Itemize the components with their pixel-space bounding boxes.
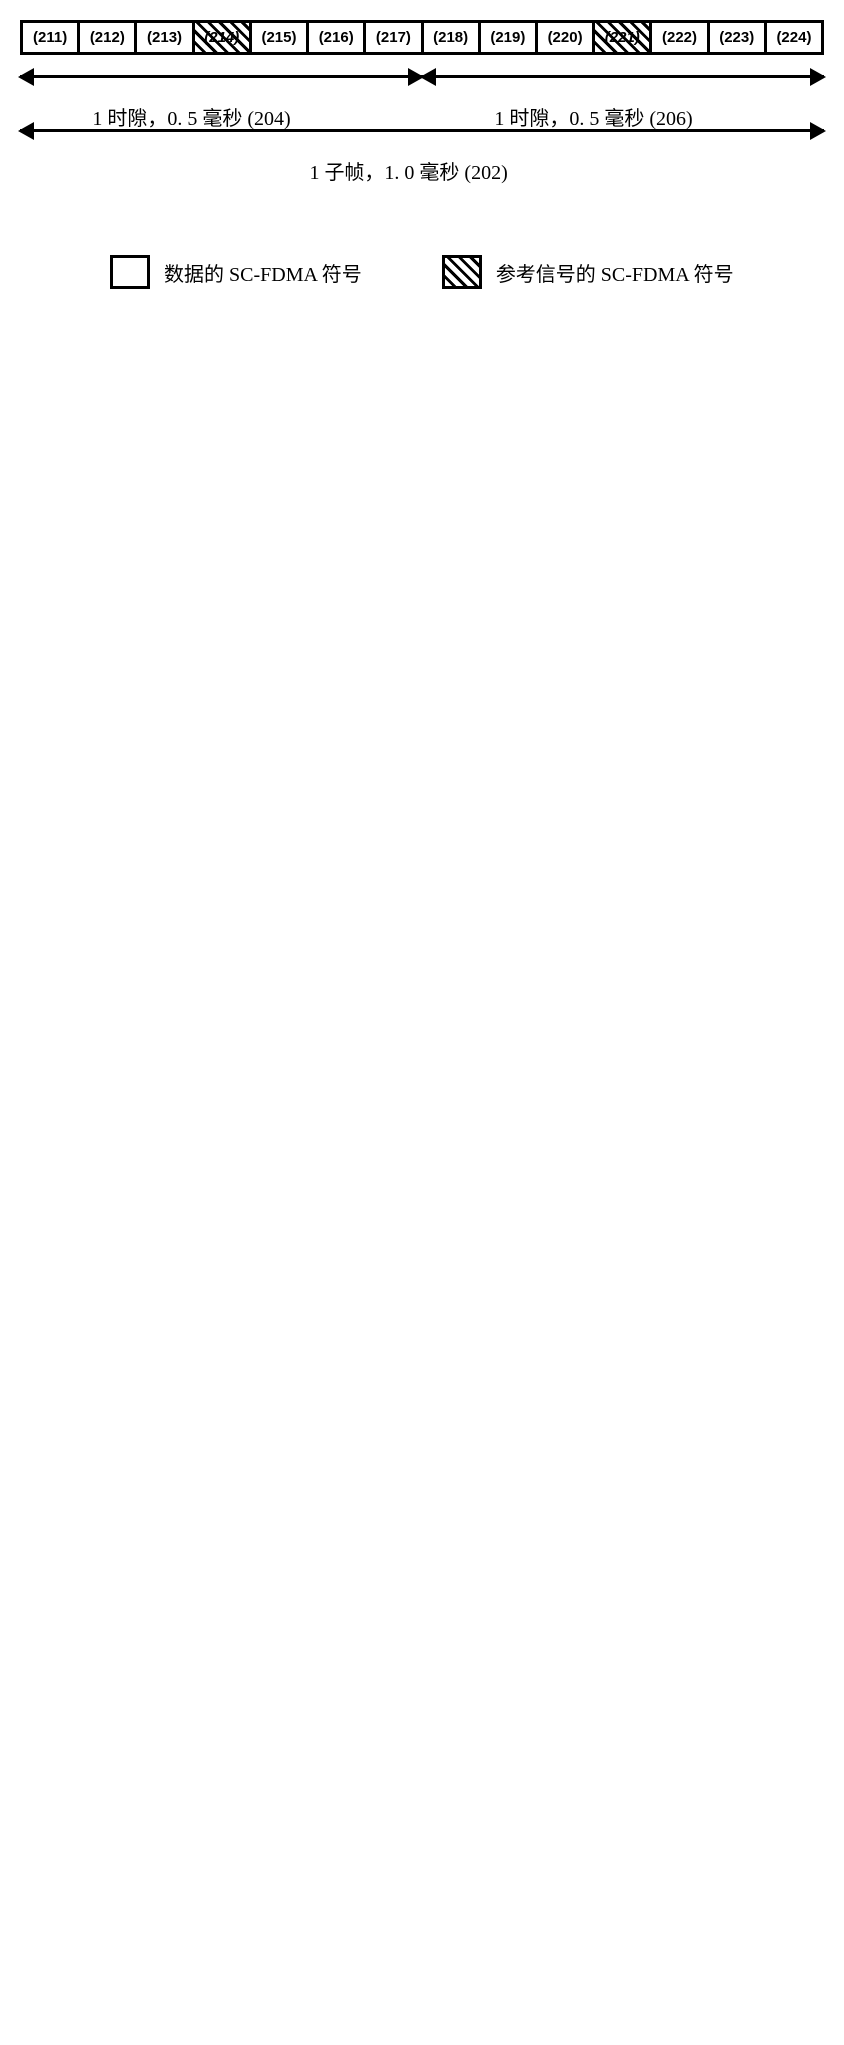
symbol-7: (217)	[366, 23, 423, 52]
symbol-row: (211) (212) (213) (214) (215) (216) (217) (218)…	[20, 20, 824, 55]
symbol-label: (212)	[90, 29, 125, 46]
symbol-3: (213)	[137, 23, 194, 52]
symbol-13: (223)	[710, 23, 767, 52]
symbol-label: (211)	[33, 29, 67, 46]
slot-arrows-row: 1 时隙，0. 5 毫秒 (204) 1 时隙，0. 5 毫秒 (206)	[20, 65, 824, 91]
symbol-11: (221)	[595, 23, 652, 52]
legend-data: 数据的 SC-FDMA 符号	[110, 255, 362, 289]
subframe-arrow: 1 子帧，1. 0 毫秒 (202)	[20, 129, 824, 132]
symbol-label: (213)	[147, 29, 182, 46]
symbol-label: (222)	[662, 29, 697, 46]
symbol-6: (216)	[309, 23, 366, 52]
symbol-2: (212)	[80, 23, 137, 52]
symbol-label: (216)	[319, 29, 354, 46]
legend: 数据的 SC-FDMA 符号 参考信号的 SC-FDMA 符号	[20, 255, 824, 289]
symbol-14: (224)	[767, 23, 824, 52]
symbol-label: (218)	[433, 29, 468, 46]
symbol-label: (224)	[776, 29, 811, 46]
symbol-9: (219)	[481, 23, 538, 52]
symbol-10: (220)	[538, 23, 595, 52]
symbol-label: (219)	[490, 29, 525, 46]
time-arrows: 1 时隙，0. 5 毫秒 (204) 1 时隙，0. 5 毫秒 (206) 1 …	[20, 65, 824, 145]
subframe-label: 1 子帧，1. 0 毫秒 (202)	[309, 156, 507, 185]
symbol-label: (214)	[204, 29, 239, 46]
symbol-4: (214)	[195, 23, 252, 52]
symbol-label: (223)	[719, 29, 754, 46]
slot2-arrow: 1 时隙，0. 5 毫秒 (206)	[422, 75, 824, 78]
symbol-12: (222)	[652, 23, 709, 52]
legend-rs: 参考信号的 SC-FDMA 符号	[442, 255, 734, 289]
symbol-label: (220)	[548, 29, 583, 46]
symbol-label: (217)	[376, 29, 411, 46]
legend-rs-swatch	[442, 255, 482, 289]
legend-rs-label: 参考信号的 SC-FDMA 符号	[496, 258, 734, 287]
symbol-label: (221)	[605, 29, 640, 46]
slot1-arrow: 1 时隙，0. 5 毫秒 (204)	[20, 75, 422, 78]
symbol-label: (215)	[261, 29, 296, 46]
legend-data-swatch	[110, 255, 150, 289]
symbol-5: (215)	[252, 23, 309, 52]
legend-data-label: 数据的 SC-FDMA 符号	[164, 258, 362, 287]
sc-fdma-subframe-diagram: (211) (212) (213) (214) (215) (216) (217) (218)…	[20, 20, 824, 289]
subframe-arrow-row: 1 子帧，1. 0 毫秒 (202)	[20, 119, 824, 145]
symbol-8: (218)	[424, 23, 481, 52]
symbol-1: (211)	[23, 23, 80, 52]
